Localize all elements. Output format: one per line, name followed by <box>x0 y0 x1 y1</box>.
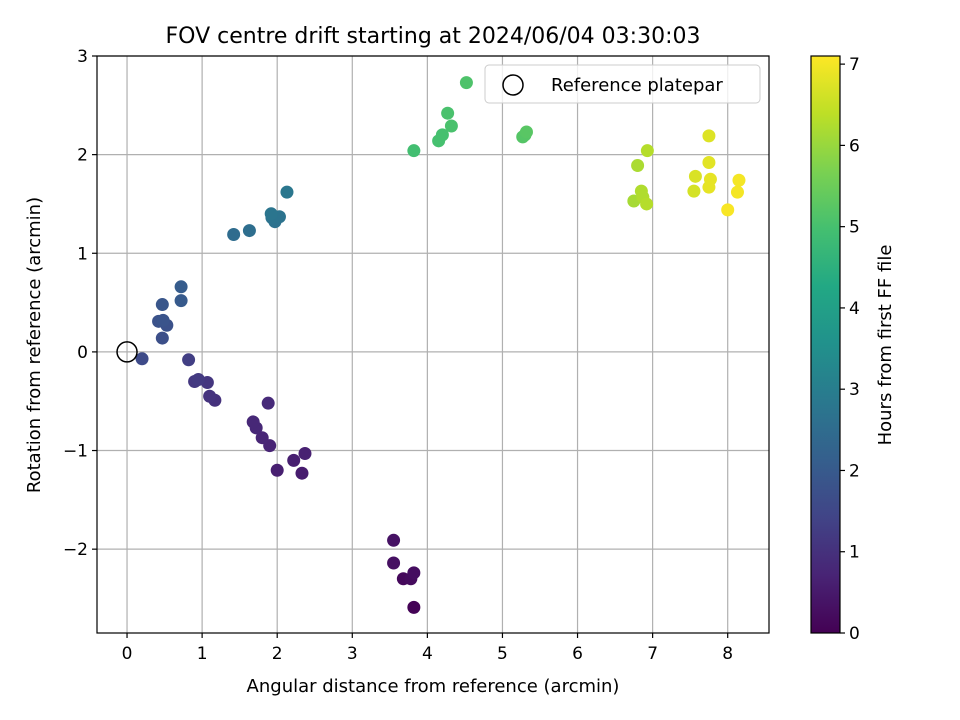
data-point <box>407 566 421 580</box>
data-point <box>702 156 716 170</box>
y-axis-label: Rotation from reference (arcmin) <box>24 197 45 493</box>
colorbar-tick-label: 5 <box>849 218 860 238</box>
data-point <box>407 144 421 158</box>
reference-platepar-marker <box>116 341 138 363</box>
x-axis-ticks: 0 1 2 3 4 5 6 7 8 <box>122 633 733 664</box>
data-point <box>156 313 170 327</box>
data-point <box>298 446 312 460</box>
y-tick-label: −2 <box>63 540 88 560</box>
data-point <box>174 294 188 308</box>
data-point <box>280 185 294 199</box>
legend: Reference platepar <box>484 64 761 104</box>
data-point <box>688 169 702 183</box>
x-tick-label: 8 <box>722 644 733 664</box>
data-point <box>242 224 256 238</box>
data-point <box>155 331 169 345</box>
legend-marker-icon <box>502 74 524 96</box>
data-point <box>435 128 449 142</box>
x-tick-label: 6 <box>572 644 583 664</box>
data-points <box>135 76 746 614</box>
data-point <box>640 197 654 211</box>
data-point <box>191 373 205 387</box>
colorbar: 0 1 2 3 4 5 6 7 Hours from first FF file <box>810 55 896 644</box>
x-tick-label: 4 <box>422 644 433 664</box>
colorbar-tick-label: 1 <box>849 543 860 563</box>
data-point <box>687 184 701 198</box>
data-point <box>174 280 188 294</box>
x-axis-label: Angular distance from reference (arcmin) <box>247 676 620 697</box>
y-tick-label: 1 <box>77 244 88 264</box>
y-tick-label: 3 <box>77 47 88 67</box>
legend-box <box>484 64 761 104</box>
data-point <box>246 415 260 429</box>
data-point <box>640 144 654 158</box>
chart-title: FOV centre drift starting at 2024/06/04 … <box>166 24 701 49</box>
x-tick-label: 7 <box>647 644 658 664</box>
data-point <box>264 207 278 221</box>
data-point <box>407 600 421 614</box>
data-point <box>227 228 241 242</box>
y-tick-label: 2 <box>77 146 88 166</box>
data-point <box>702 180 716 194</box>
data-point <box>441 106 455 120</box>
data-point <box>255 431 269 445</box>
colorbar-frame <box>810 55 841 634</box>
colorbar-tick-label: 3 <box>849 380 860 400</box>
grid-lines <box>97 55 769 633</box>
x-tick-label: 1 <box>197 644 208 664</box>
data-point <box>387 533 401 547</box>
data-point <box>444 119 458 133</box>
colorbar-ticks: 0 1 2 3 4 5 6 7 <box>840 55 860 644</box>
x-tick-label: 0 <box>122 644 133 664</box>
colorbar-tick-label: 4 <box>849 299 860 319</box>
x-tick-label: 5 <box>497 644 508 664</box>
data-point <box>135 352 149 366</box>
data-point <box>295 466 309 480</box>
x-tick-label: 3 <box>347 644 358 664</box>
data-point <box>261 396 275 410</box>
colorbar-tick-label: 6 <box>849 136 860 156</box>
data-point <box>702 129 716 143</box>
y-tick-label: −1 <box>63 442 88 462</box>
data-point <box>270 463 284 477</box>
colorbar-tick-label: 7 <box>849 55 860 75</box>
data-point <box>155 298 169 312</box>
data-point <box>519 125 533 139</box>
colorbar-tick-label: 0 <box>849 624 860 644</box>
colorbar-gradient <box>811 56 840 633</box>
legend-entry-label: Reference platepar <box>551 75 723 96</box>
data-point <box>732 173 746 187</box>
data-point <box>287 453 301 467</box>
data-point <box>387 556 401 570</box>
data-point <box>182 353 196 367</box>
plot-frame <box>96 55 770 634</box>
data-point <box>730 185 744 199</box>
colorbar-label: Hours from first FF file <box>875 245 896 446</box>
x-tick-label: 2 <box>272 644 283 664</box>
y-tick-label: 0 <box>77 343 88 363</box>
data-point <box>631 158 645 172</box>
data-point <box>721 203 735 217</box>
data-point <box>203 389 217 403</box>
y-axis-ticks: −2 −1 0 1 2 3 <box>63 47 97 560</box>
data-point <box>459 76 473 90</box>
colorbar-tick-label: 2 <box>849 461 860 481</box>
